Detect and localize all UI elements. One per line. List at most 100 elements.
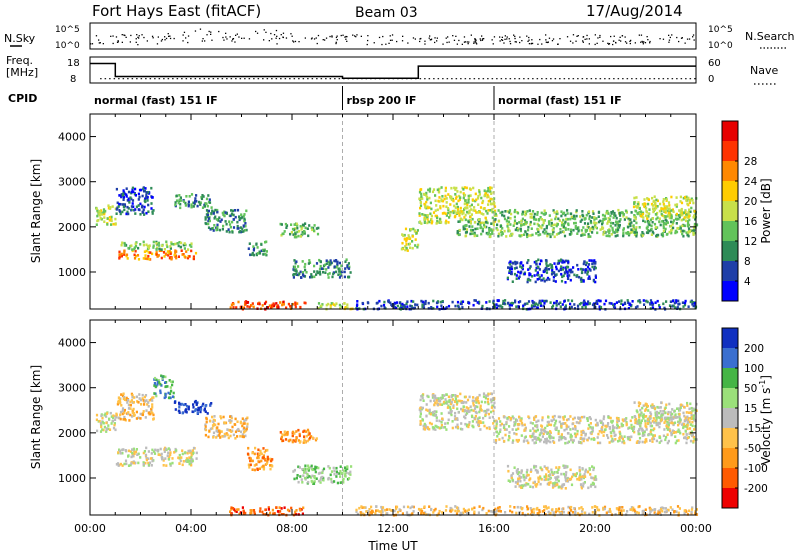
noise-dot bbox=[509, 40, 511, 43]
echo-cell bbox=[656, 235, 659, 238]
echo-cell bbox=[534, 441, 537, 444]
echo-cell bbox=[239, 229, 242, 233]
echo-cell bbox=[472, 401, 475, 405]
echo-cell bbox=[244, 429, 247, 433]
echo-cell bbox=[263, 450, 266, 454]
echo-cell bbox=[137, 258, 141, 261]
echo-cell bbox=[185, 404, 189, 408]
echo-cell bbox=[678, 430, 681, 433]
echo-cell bbox=[492, 301, 495, 305]
echo-cell bbox=[518, 275, 521, 278]
echo-cell bbox=[584, 228, 587, 232]
echo-cell bbox=[316, 232, 320, 236]
echo-cell bbox=[690, 206, 693, 210]
echo-cell bbox=[638, 415, 641, 419]
echo-cell bbox=[162, 251, 166, 254]
echo-cell bbox=[454, 197, 458, 200]
echo-cell bbox=[131, 451, 134, 455]
echo-cell bbox=[212, 210, 215, 214]
echo-cell bbox=[521, 217, 524, 221]
echo-cell bbox=[336, 481, 339, 485]
echo-cell bbox=[657, 406, 660, 409]
echo-cell bbox=[566, 476, 569, 480]
echo-cell bbox=[560, 472, 563, 476]
echo-cell bbox=[338, 261, 341, 265]
echo-cell bbox=[293, 235, 296, 239]
echo-cell bbox=[125, 253, 129, 257]
echo-cell bbox=[640, 419, 643, 422]
echo-cell bbox=[152, 240, 155, 244]
echo-cell bbox=[180, 249, 183, 252]
echo-cell bbox=[217, 422, 220, 426]
echo-cell bbox=[132, 454, 135, 458]
noise-dot bbox=[528, 36, 530, 39]
echo-cell bbox=[514, 228, 517, 232]
echo-cell bbox=[153, 384, 156, 387]
echo-cell bbox=[279, 222, 282, 226]
echo-cell bbox=[596, 436, 599, 439]
echo-cell bbox=[469, 205, 472, 208]
echo-cell bbox=[251, 451, 254, 455]
echo-cell bbox=[569, 270, 572, 274]
echo-cell bbox=[650, 227, 653, 231]
echo-cell bbox=[467, 425, 470, 429]
echo-cell bbox=[232, 306, 235, 309]
echo-cell bbox=[319, 260, 322, 264]
echo-cell bbox=[491, 232, 494, 235]
echo-cell bbox=[229, 434, 232, 438]
echo-cell bbox=[262, 464, 265, 468]
echo-cell bbox=[562, 418, 565, 421]
echo-cell bbox=[536, 428, 539, 432]
echo-cell bbox=[611, 210, 615, 213]
echo-cell bbox=[244, 300, 247, 304]
echo-cell bbox=[686, 424, 689, 427]
echo-cell bbox=[478, 410, 481, 414]
echo-cell bbox=[578, 421, 581, 425]
echo-cell bbox=[145, 457, 148, 460]
echo-cell bbox=[118, 449, 122, 453]
echo-cell bbox=[645, 207, 648, 210]
echo-cell bbox=[667, 412, 670, 416]
echo-cell bbox=[447, 411, 450, 415]
echo-cell bbox=[618, 226, 621, 229]
echo-cell bbox=[303, 435, 306, 438]
echo-cell bbox=[580, 430, 583, 433]
n-sky-label: N.Sky bbox=[4, 32, 36, 45]
echo-cell bbox=[470, 208, 473, 211]
station-title: Fort Hays East (fitACF) bbox=[92, 2, 261, 20]
echo-cell bbox=[296, 474, 299, 477]
echo-cell bbox=[651, 301, 654, 304]
echo-cell bbox=[129, 463, 132, 467]
echo-cell bbox=[542, 432, 545, 436]
echo-cell bbox=[244, 511, 247, 515]
echo-cell bbox=[321, 469, 324, 472]
noise-dot bbox=[345, 38, 347, 40]
echo-cell bbox=[533, 222, 536, 226]
echo-cell bbox=[637, 201, 640, 204]
echo-cell bbox=[159, 389, 162, 393]
noise-dot bbox=[640, 34, 643, 36]
echo-cell bbox=[683, 414, 686, 418]
echo-cell bbox=[196, 204, 199, 208]
echo-cell bbox=[168, 256, 171, 260]
echo-cell bbox=[520, 417, 523, 420]
echo-cell bbox=[537, 258, 540, 262]
echo-cell bbox=[658, 436, 661, 439]
echo-cell bbox=[612, 439, 615, 443]
echo-cell bbox=[539, 276, 542, 279]
echo-cell bbox=[588, 227, 591, 230]
echo-cell bbox=[500, 231, 503, 234]
echo-cell bbox=[178, 411, 181, 414]
echo-cell bbox=[109, 411, 112, 415]
echo-cell bbox=[577, 229, 580, 233]
echo-cell bbox=[644, 424, 647, 428]
echo-cell bbox=[602, 217, 605, 221]
echo-cell bbox=[144, 257, 147, 260]
echo-cell bbox=[321, 303, 324, 306]
echo-cell bbox=[517, 427, 520, 431]
echo-cell bbox=[288, 509, 291, 513]
noise-dot bbox=[223, 39, 225, 41]
echo-cell bbox=[646, 404, 649, 408]
echo-cell bbox=[518, 234, 521, 237]
noise-dot bbox=[464, 41, 466, 43]
